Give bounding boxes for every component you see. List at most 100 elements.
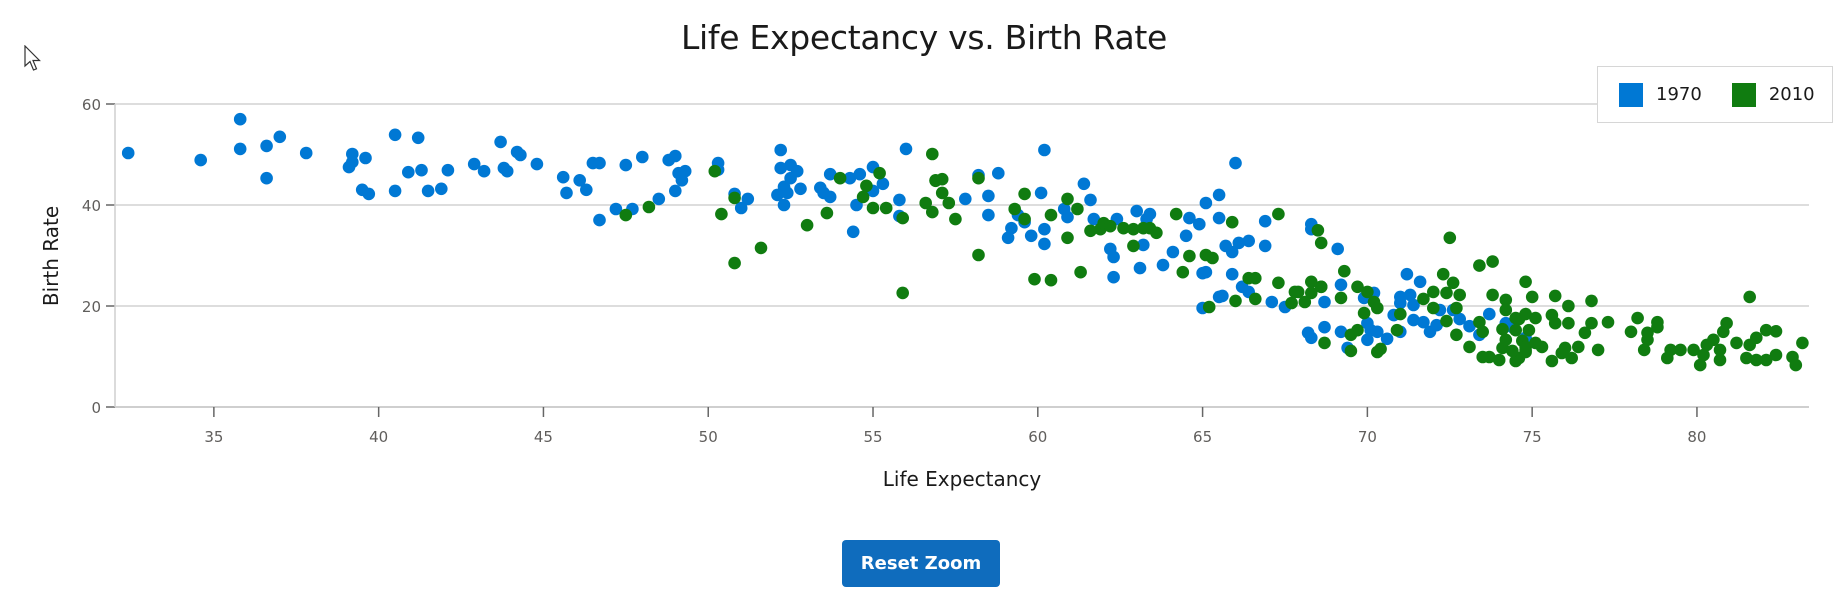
data-point-2010[interactable] [1548,289,1562,303]
data-point-1970[interactable] [784,171,797,185]
data-point-2010[interactable] [1486,255,1499,268]
data-point-2010[interactable] [1018,187,1031,201]
data-point-2010[interactable] [1357,306,1371,320]
data-point-2010[interactable] [1730,336,1743,350]
data-point-2010[interactable] [1018,212,1031,226]
data-point-1970[interactable] [1403,288,1417,302]
data-point-2010[interactable] [1522,323,1536,337]
data-point-1970[interactable] [233,142,247,156]
data-point-1970[interactable] [1318,295,1331,309]
data-point-2010[interactable] [1176,265,1190,279]
data-point-2010[interactable] [1740,351,1753,365]
data-point-2010[interactable] [972,171,985,185]
data-point-2010[interactable] [800,218,814,232]
data-point-2010[interactable] [1796,336,1809,350]
data-point-1970[interactable] [121,146,135,160]
legend-item-2010[interactable]: 2010 [1731,82,1815,107]
data-point-2010[interactable] [1417,292,1430,306]
data-point-1970[interactable] [1038,222,1051,236]
data-point-2010[interactable] [1371,301,1384,315]
data-point-1970[interactable] [1077,177,1091,191]
data-point-2010[interactable] [1202,300,1216,314]
data-point-2010[interactable] [1443,231,1457,245]
data-point-1970[interactable] [1400,267,1414,281]
data-point-1970[interactable] [1463,319,1476,333]
data-point-2010[interactable] [1427,285,1440,299]
data-point-1970[interactable] [1430,318,1443,332]
data-point-1970[interactable] [675,174,689,187]
data-point-1970[interactable] [1061,210,1074,224]
data-point-1970[interactable] [823,190,837,204]
data-point-1970[interactable] [342,160,356,174]
data-point-2010[interactable] [1169,207,1183,221]
data-point-1970[interactable] [794,182,807,196]
data-point-2010[interactable] [642,200,656,214]
data-point-2010[interactable] [1687,343,1700,357]
data-point-2010[interactable] [1693,358,1707,372]
data-point-1970[interactable] [415,163,428,177]
data-point-1970[interactable] [1212,211,1226,225]
reset-zoom-button[interactable]: Reset Zoom [842,540,1000,587]
data-point-2010[interactable] [1661,351,1674,365]
data-point-2010[interactable] [1624,325,1638,339]
data-point-2010[interactable] [708,164,722,178]
data-point-2010[interactable] [935,186,949,200]
data-point-2010[interactable] [1641,333,1654,347]
data-point-2010[interactable] [1344,344,1358,358]
data-point-2010[interactable] [1697,348,1710,362]
data-point-1970[interactable] [421,184,435,198]
data-point-1970[interactable] [273,130,287,144]
data-point-1970[interactable] [1199,196,1213,210]
data-point-1970[interactable] [1453,312,1466,326]
data-point-1970[interactable] [1258,214,1272,228]
data-point-2010[interactable] [1084,224,1097,238]
data-point-2010[interactable] [1183,249,1196,263]
data-point-2010[interactable] [1535,340,1549,354]
data-point-1970[interactable] [771,188,784,202]
data-point-2010[interactable] [1374,342,1387,356]
data-point-2010[interactable] [866,201,880,215]
data-point-2010[interactable] [1351,280,1364,294]
data-point-1970[interactable] [1212,188,1226,202]
data-point-2010[interactable] [1127,222,1140,236]
data-point-2010[interactable] [1499,293,1513,307]
data-point-1970[interactable] [1183,211,1196,225]
data-point-2010[interactable] [1249,271,1262,285]
data-point-2010[interactable] [1743,290,1756,304]
data-point-1970[interactable] [669,149,682,163]
data-point-1970[interactable] [741,192,755,206]
data-point-1970[interactable] [441,163,455,177]
data-point-2010[interactable] [1008,202,1021,216]
data-point-1970[interactable] [530,157,544,171]
data-point-1970[interactable] [467,157,481,171]
data-point-2010[interactable] [1601,315,1615,329]
data-point-1970[interactable] [899,142,913,156]
data-point-1970[interactable] [846,225,860,239]
data-point-1970[interactable] [781,186,794,200]
data-point-2010[interactable] [1519,307,1532,321]
data-point-2010[interactable] [1789,358,1803,372]
data-point-2010[interactable] [942,196,956,210]
data-point-2010[interactable] [1427,301,1440,315]
data-point-1970[interactable] [1130,204,1143,218]
data-point-2010[interactable] [1651,320,1664,334]
data-point-2010[interactable] [949,212,962,226]
data-point-1970[interactable] [1024,229,1038,243]
data-point-1970[interactable] [593,156,606,170]
data-point-2010[interactable] [1229,294,1242,308]
data-point-2010[interactable] [1562,299,1575,313]
data-point-2010[interactable] [1713,343,1727,357]
data-point-2010[interactable] [1473,315,1486,329]
data-point-2010[interactable] [1555,346,1569,360]
data-point-1970[interactable] [1334,325,1348,339]
data-point-1970[interactable] [1087,212,1101,226]
data-point-1970[interactable] [609,202,623,216]
data-point-2010[interactable] [1565,351,1578,365]
data-point-1970[interactable] [1225,267,1239,281]
data-point-1970[interactable] [1407,313,1420,327]
data-point-2010[interactable] [1305,286,1318,300]
data-point-1970[interactable] [1407,298,1420,312]
data-point-2010[interactable] [856,190,870,204]
data-point-2010[interactable] [728,256,741,270]
data-point-2010[interactable] [1674,343,1687,357]
